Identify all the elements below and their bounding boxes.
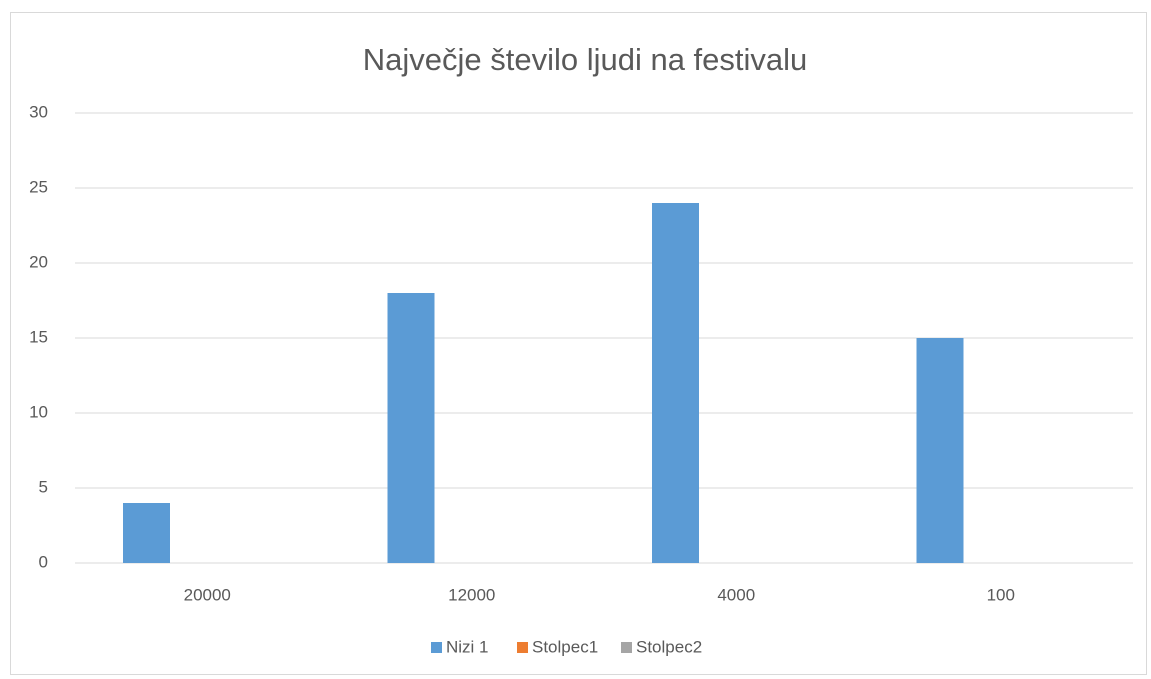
legend-swatch xyxy=(431,642,442,653)
y-tick-label: 5 xyxy=(39,477,48,496)
y-tick-label: 25 xyxy=(29,177,48,196)
chart-title: Največje število ljudi na festivalu xyxy=(363,42,808,77)
bar xyxy=(916,338,964,563)
y-tick-label: 0 xyxy=(39,552,48,571)
bar xyxy=(652,203,699,563)
x-tick-label: 12000 xyxy=(448,585,495,604)
legend-swatch xyxy=(517,642,528,653)
legend-swatch xyxy=(621,642,632,653)
bar xyxy=(123,503,170,563)
y-tick-label: 10 xyxy=(29,402,48,421)
bar xyxy=(387,293,435,563)
legend-label: Stolpec1 xyxy=(532,637,598,656)
legend-label: Nizi 1 xyxy=(446,637,489,656)
chart-border xyxy=(10,12,1147,675)
x-tick-label: 4000 xyxy=(717,585,755,604)
y-tick-label: 30 xyxy=(29,102,48,121)
x-tick-label: 20000 xyxy=(184,585,231,604)
y-tick-label: 20 xyxy=(29,252,48,271)
y-tick-label: 15 xyxy=(29,327,48,346)
legend-label: Stolpec2 xyxy=(636,637,702,656)
x-tick-label: 100 xyxy=(987,585,1015,604)
